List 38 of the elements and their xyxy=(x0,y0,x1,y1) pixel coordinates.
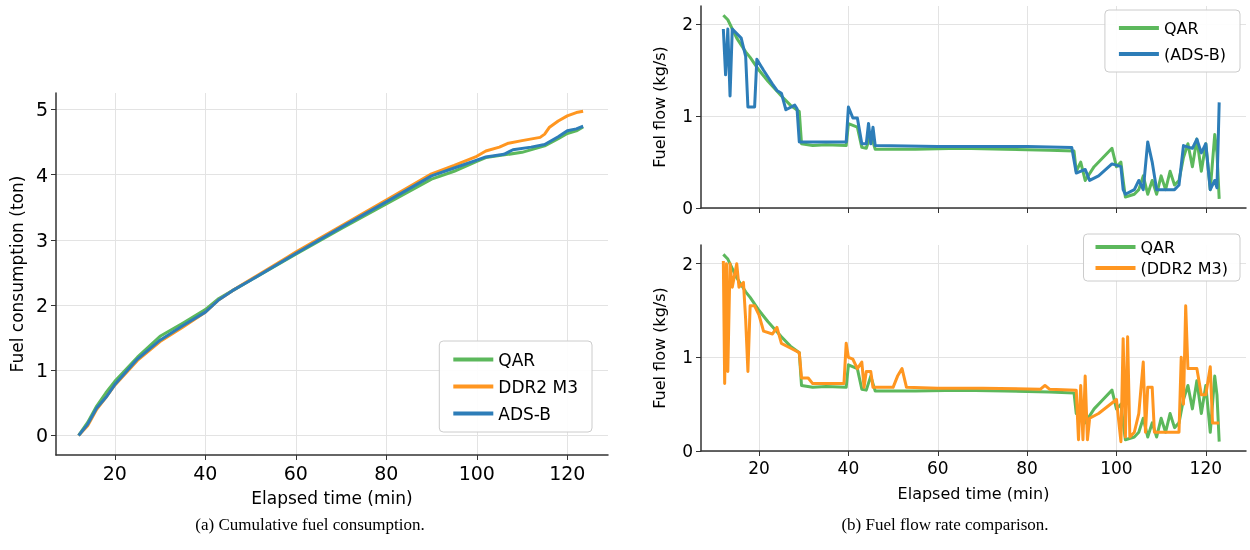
y-tick-label: 5 xyxy=(35,98,48,121)
y-tick-label: 1 xyxy=(682,106,693,127)
y-axis-title: Fuel flow (kg/s) xyxy=(649,46,669,168)
x-tick-label: 20 xyxy=(102,461,127,484)
x-tick-label: 60 xyxy=(283,461,308,484)
y-tick-label: 4 xyxy=(35,163,48,186)
y-tick-label: 0 xyxy=(682,441,693,461)
x-tick-label: 20 xyxy=(748,457,770,478)
legend-label: QAR xyxy=(1163,18,1199,38)
x-tick-label: 40 xyxy=(837,457,860,478)
y-tick-label: 1 xyxy=(682,347,693,368)
text: (b) Fuel flow rate comparison. xyxy=(841,515,1049,534)
legend-label: QAR xyxy=(1140,237,1176,257)
x-tick-label: 100 xyxy=(1100,457,1133,478)
x-tick-label: 80 xyxy=(374,461,399,484)
y-axis-title: Fuel consumption (ton) xyxy=(6,175,27,373)
x-tick-label: 100 xyxy=(458,461,495,484)
x-tick-label: 120 xyxy=(1189,457,1223,478)
x-tick-label: 60 xyxy=(926,457,949,478)
text: (a) Cumulative fuel consumption. xyxy=(195,515,425,534)
legend-label: DDR2 M3 xyxy=(498,376,579,397)
legend-label: ADS-B xyxy=(498,403,552,424)
legend-label: (DDR2 M3) xyxy=(1140,258,1229,278)
y-axis-title: Fuel flow (kg/s) xyxy=(649,287,669,409)
x-tick-label: 120 xyxy=(549,461,586,484)
y-tick-label: 2 xyxy=(682,253,693,274)
y-tick-label: 2 xyxy=(35,293,48,316)
y-tick-label: 2 xyxy=(682,14,693,35)
y-tick-label: 0 xyxy=(682,198,693,218)
legend-label: QAR xyxy=(498,349,536,370)
y-tick-label: 0 xyxy=(35,424,48,447)
y-tick-label: 1 xyxy=(35,359,48,382)
x-axis-title: Elapsed time (min) xyxy=(251,487,413,508)
x-tick-label: 40 xyxy=(193,461,218,484)
x-tick-label: 80 xyxy=(1016,457,1038,478)
legend-label: (ADS-B) xyxy=(1163,44,1227,64)
y-tick-label: 3 xyxy=(35,228,48,251)
x-axis-title: Elapsed time (min) xyxy=(897,483,1050,503)
